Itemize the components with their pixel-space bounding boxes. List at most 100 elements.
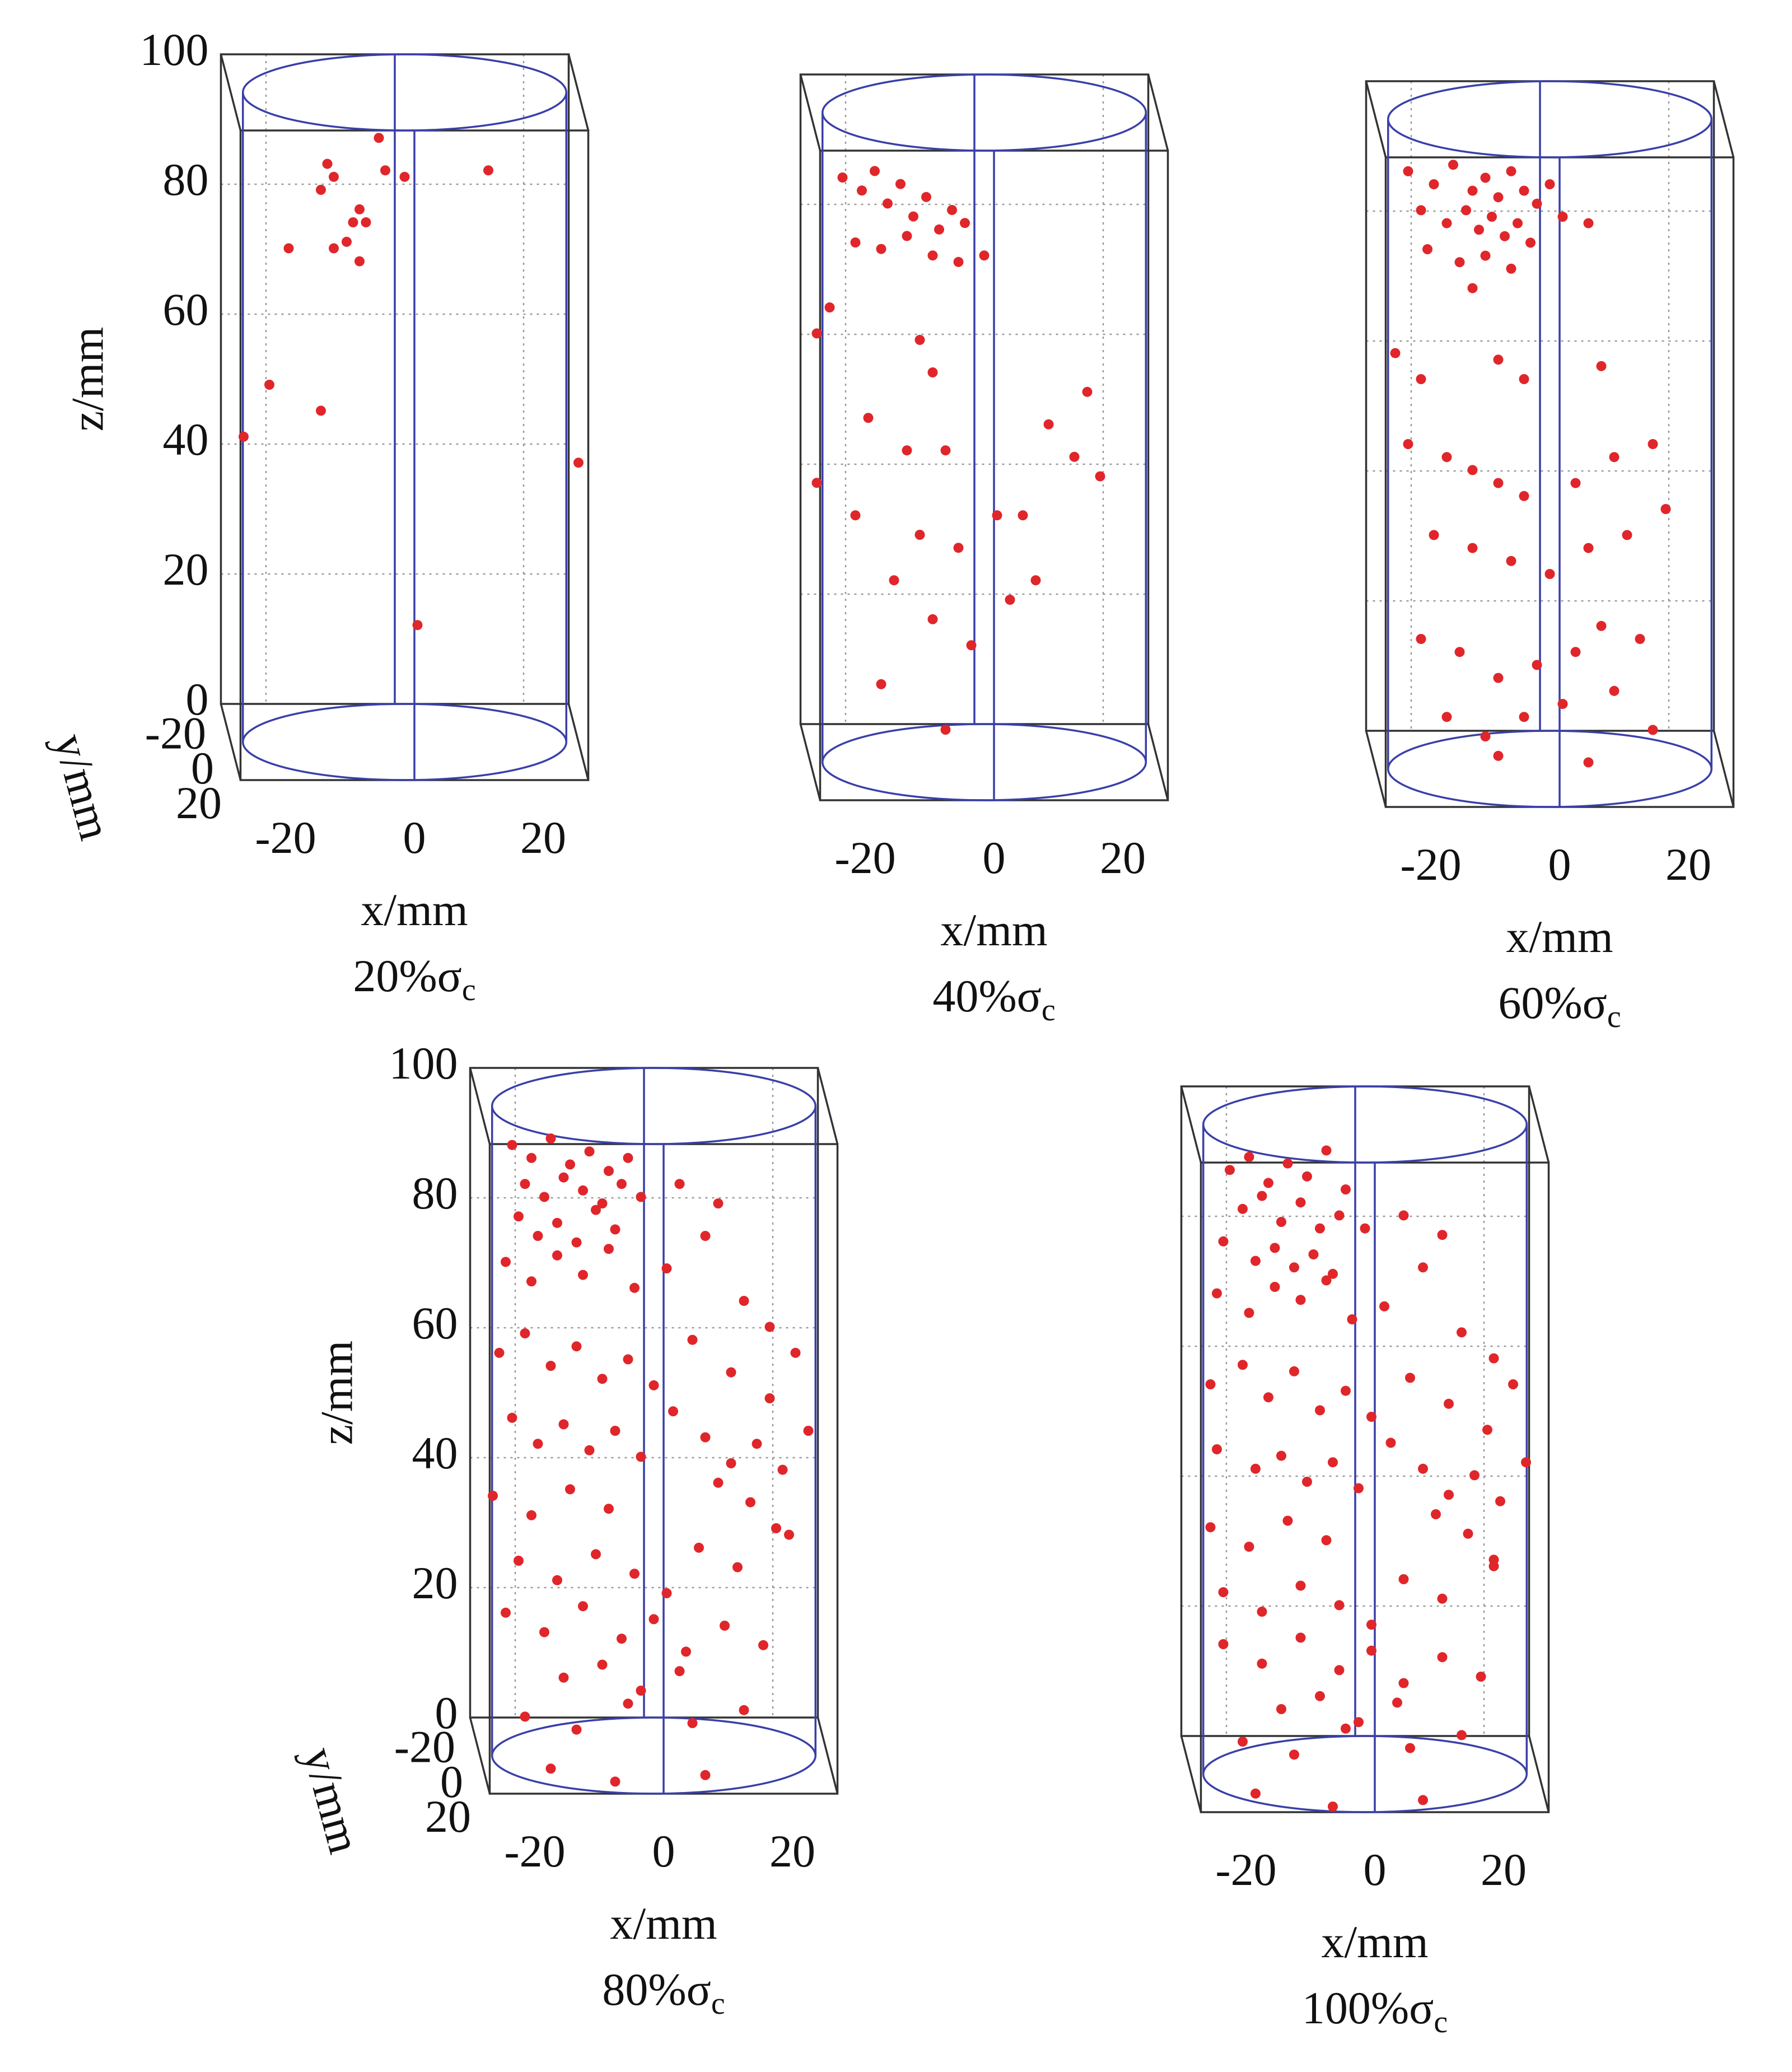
event-point: [1493, 192, 1504, 203]
z-tick-label: 0: [186, 674, 209, 725]
event-point: [526, 1276, 536, 1287]
event-point: [1392, 1697, 1402, 1708]
x-axis-label: x/mm: [610, 1898, 717, 1949]
event-point: [514, 1211, 524, 1222]
event-point: [1321, 1535, 1332, 1546]
x-tick-label: -20: [504, 1826, 565, 1877]
event-point: [1437, 1230, 1448, 1240]
cylinder-bottom: [241, 703, 568, 781]
event-point: [1405, 1373, 1415, 1383]
event-point: [533, 1231, 543, 1241]
frame-edge: [469, 1717, 491, 1794]
y-tick-label: 20: [425, 1791, 471, 1842]
z-tick-label: 100: [389, 1038, 458, 1089]
event-point: [1069, 451, 1080, 462]
event-point: [934, 224, 944, 235]
event-point: [1398, 1210, 1409, 1221]
event-point: [1328, 1802, 1338, 1812]
event-point: [739, 1296, 749, 1306]
cylinder-bottom: [491, 1716, 817, 1795]
x-tick-label: 0: [403, 812, 426, 863]
event-point: [1315, 1405, 1325, 1416]
event-point: [399, 171, 410, 182]
event-point: [1276, 1450, 1286, 1461]
event-point: [1250, 1256, 1261, 1266]
event-point: [316, 405, 326, 416]
event-point: [610, 1224, 620, 1235]
cylinder-top: [821, 73, 1147, 152]
event-point: [597, 1659, 608, 1670]
event-point: [526, 1510, 536, 1520]
z-tick-label: 60: [412, 1298, 458, 1348]
caption: 20%σc: [353, 950, 475, 1007]
event-point: [1302, 1477, 1312, 1487]
event-point: [1276, 1704, 1286, 1714]
event-point: [1583, 543, 1594, 553]
event-point: [648, 1380, 659, 1390]
event-point: [1557, 699, 1568, 709]
caption-text: 80%σ: [602, 1964, 711, 2015]
event-point: [1441, 452, 1452, 463]
event-point: [1218, 1587, 1229, 1598]
frame-edge: [1147, 724, 1169, 801]
y-tick-label: -20: [145, 707, 206, 758]
event-point: [412, 620, 423, 631]
z-tick-label: 20: [412, 1557, 458, 1608]
event-point: [1583, 757, 1594, 768]
event-point: [1295, 1580, 1306, 1591]
event-point: [1218, 1236, 1229, 1247]
event-point: [1385, 1438, 1396, 1448]
event-point: [558, 1419, 569, 1430]
event-point: [1018, 510, 1028, 521]
event-point: [966, 640, 977, 651]
event-point: [1457, 1730, 1467, 1740]
event-point: [545, 1763, 556, 1774]
frame-edge: [1365, 81, 1387, 158]
x-tick-label: -20: [834, 832, 895, 883]
event-point: [1429, 179, 1439, 189]
event-point: [1519, 712, 1529, 722]
z-tick-label: 100: [140, 24, 209, 75]
event-point: [1257, 1191, 1267, 1201]
event-point: [1218, 1639, 1229, 1649]
event-point: [1482, 1425, 1492, 1435]
event-point: [1263, 1392, 1273, 1403]
event-point: [1328, 1268, 1338, 1279]
frame-edge: [799, 74, 822, 151]
event-point: [1354, 1483, 1364, 1494]
event-point: [533, 1439, 543, 1449]
caption-text: 100%σ: [1302, 1982, 1434, 2033]
event-point: [329, 243, 339, 254]
event-point: [636, 1192, 646, 1202]
event-point: [811, 328, 822, 339]
frame-edge: [799, 724, 822, 801]
event-point: [1295, 1295, 1306, 1305]
event-point: [1390, 348, 1401, 358]
event-point: [342, 236, 352, 247]
event-point: [1461, 205, 1471, 216]
x-axis-label: x/mm: [1321, 1916, 1428, 1967]
event-point: [726, 1458, 736, 1468]
event-point: [758, 1640, 768, 1650]
event-point: [850, 237, 861, 248]
event-point: [1270, 1243, 1280, 1253]
event-point: [578, 1270, 588, 1280]
x-tick-label: 20: [1100, 832, 1146, 883]
event-point: [520, 1179, 530, 1189]
event-point: [584, 1146, 595, 1157]
event-point: [1544, 569, 1555, 579]
event-point: [726, 1367, 736, 1378]
event-point: [927, 250, 938, 261]
event-point: [1513, 218, 1523, 228]
event-point: [992, 510, 1002, 521]
event-point: [514, 1556, 524, 1566]
event-point: [354, 204, 365, 214]
z-tick-label: 80: [163, 154, 209, 205]
frame-edge: [816, 1067, 839, 1145]
event-point: [1557, 212, 1568, 222]
x-tick-label: -20: [1400, 839, 1461, 890]
event-point: [539, 1627, 549, 1637]
event-point: [947, 205, 957, 215]
event-point: [1480, 172, 1491, 183]
panel: -20 0 20 x/mm 100%σc: [1180, 1085, 1550, 2040]
